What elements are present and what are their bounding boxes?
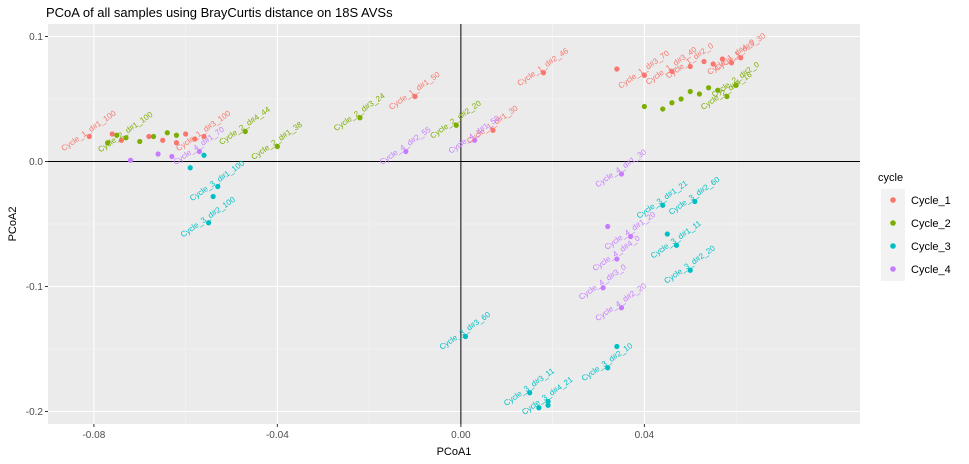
legend-key-background — [881, 189, 905, 281]
y-tick-label: 0.1 — [29, 32, 43, 43]
data-point — [205, 220, 212, 226]
data-point — [215, 183, 221, 190]
data-points — [86, 55, 744, 411]
data-point — [118, 137, 125, 143]
data-point — [724, 93, 730, 100]
data-point — [210, 193, 216, 200]
x-tick-label: 0.00 — [451, 430, 471, 441]
data-point — [600, 285, 606, 291]
data-point — [715, 87, 721, 93]
data-point — [173, 132, 180, 138]
data-point — [687, 267, 693, 273]
data-point — [123, 135, 129, 141]
legend-key — [890, 266, 896, 272]
data-point — [733, 82, 739, 88]
legend: cycle Cycle_1 Cycle_2 Cycle_3 Cycle_4 — [878, 172, 951, 281]
y-tick-label: -0.2 — [26, 407, 44, 418]
data-point — [664, 231, 670, 237]
data-point — [545, 402, 551, 408]
data-point — [196, 148, 202, 155]
data-point — [357, 115, 363, 121]
data-point — [545, 398, 551, 405]
legend-key — [890, 243, 896, 249]
y-axis-ticks: -0.2 -0.1 0.0 0.1 — [26, 32, 48, 418]
legend-key — [890, 197, 896, 203]
data-point — [628, 233, 634, 240]
data-point — [109, 131, 115, 137]
data-point — [673, 242, 680, 248]
data-point — [669, 100, 675, 106]
data-point — [150, 133, 157, 140]
data-point — [618, 305, 625, 311]
legend-label: Cycle_1 — [911, 195, 951, 207]
data-point — [114, 132, 120, 138]
data-point — [453, 122, 459, 128]
data-point — [183, 131, 189, 137]
data-point — [527, 390, 533, 396]
data-point — [274, 143, 280, 150]
data-point — [155, 151, 161, 157]
data-point — [641, 103, 647, 110]
y-tick-label: 0.0 — [29, 157, 43, 168]
data-point — [710, 61, 716, 67]
data-point — [728, 60, 735, 66]
data-point — [86, 133, 92, 140]
data-point — [146, 133, 152, 140]
data-point — [701, 58, 707, 65]
data-point — [160, 137, 166, 143]
data-point — [169, 153, 175, 160]
data-point — [201, 152, 207, 158]
data-point — [164, 130, 170, 136]
y-axis-title: PCoA2 — [7, 207, 19, 242]
data-point — [540, 70, 547, 76]
data-point — [706, 85, 712, 91]
x-axis-ticks: -0.08 -0.04 0.00 0.04 — [82, 424, 655, 441]
data-point — [403, 148, 409, 155]
legend-label: Cycle_2 — [911, 218, 951, 230]
legend-label: Cycle_3 — [911, 241, 951, 253]
legend-key — [890, 220, 896, 226]
data-point — [738, 55, 744, 61]
legend-label: Cycle_4 — [911, 264, 951, 276]
data-point — [696, 91, 703, 97]
data-point — [614, 66, 620, 72]
data-point — [641, 72, 647, 78]
chart-title: PCoA of all samples using BrayCurtis dis… — [46, 5, 393, 20]
data-point — [660, 202, 666, 208]
data-point — [614, 343, 620, 350]
data-point — [687, 88, 693, 95]
data-point — [137, 138, 143, 145]
data-point — [242, 128, 248, 135]
data-point — [614, 256, 620, 262]
data-point — [127, 157, 134, 163]
data-point — [669, 68, 675, 75]
data-point — [472, 137, 478, 143]
data-point — [462, 333, 469, 340]
data-point — [605, 223, 611, 230]
x-tick-label: -0.08 — [82, 430, 105, 441]
data-point — [187, 165, 193, 171]
x-tick-label: 0.04 — [635, 430, 655, 441]
reference-lines — [48, 24, 860, 424]
data-point — [692, 198, 698, 205]
data-point — [719, 56, 725, 62]
x-tick-label: -0.04 — [266, 430, 289, 441]
data-point — [201, 133, 207, 140]
data-point — [687, 63, 693, 70]
y-tick-label: -0.1 — [26, 282, 44, 293]
data-point — [618, 171, 625, 177]
data-point — [490, 127, 496, 133]
data-point — [660, 106, 666, 112]
data-point — [173, 140, 180, 146]
data-point — [678, 96, 684, 102]
data-point — [536, 405, 542, 411]
data-point — [192, 136, 198, 142]
x-axis-title: PCoA1 — [437, 446, 472, 458]
data-point — [105, 140, 111, 146]
data-point — [605, 365, 611, 371]
legend-title: cycle — [878, 172, 903, 184]
data-point — [412, 93, 418, 100]
